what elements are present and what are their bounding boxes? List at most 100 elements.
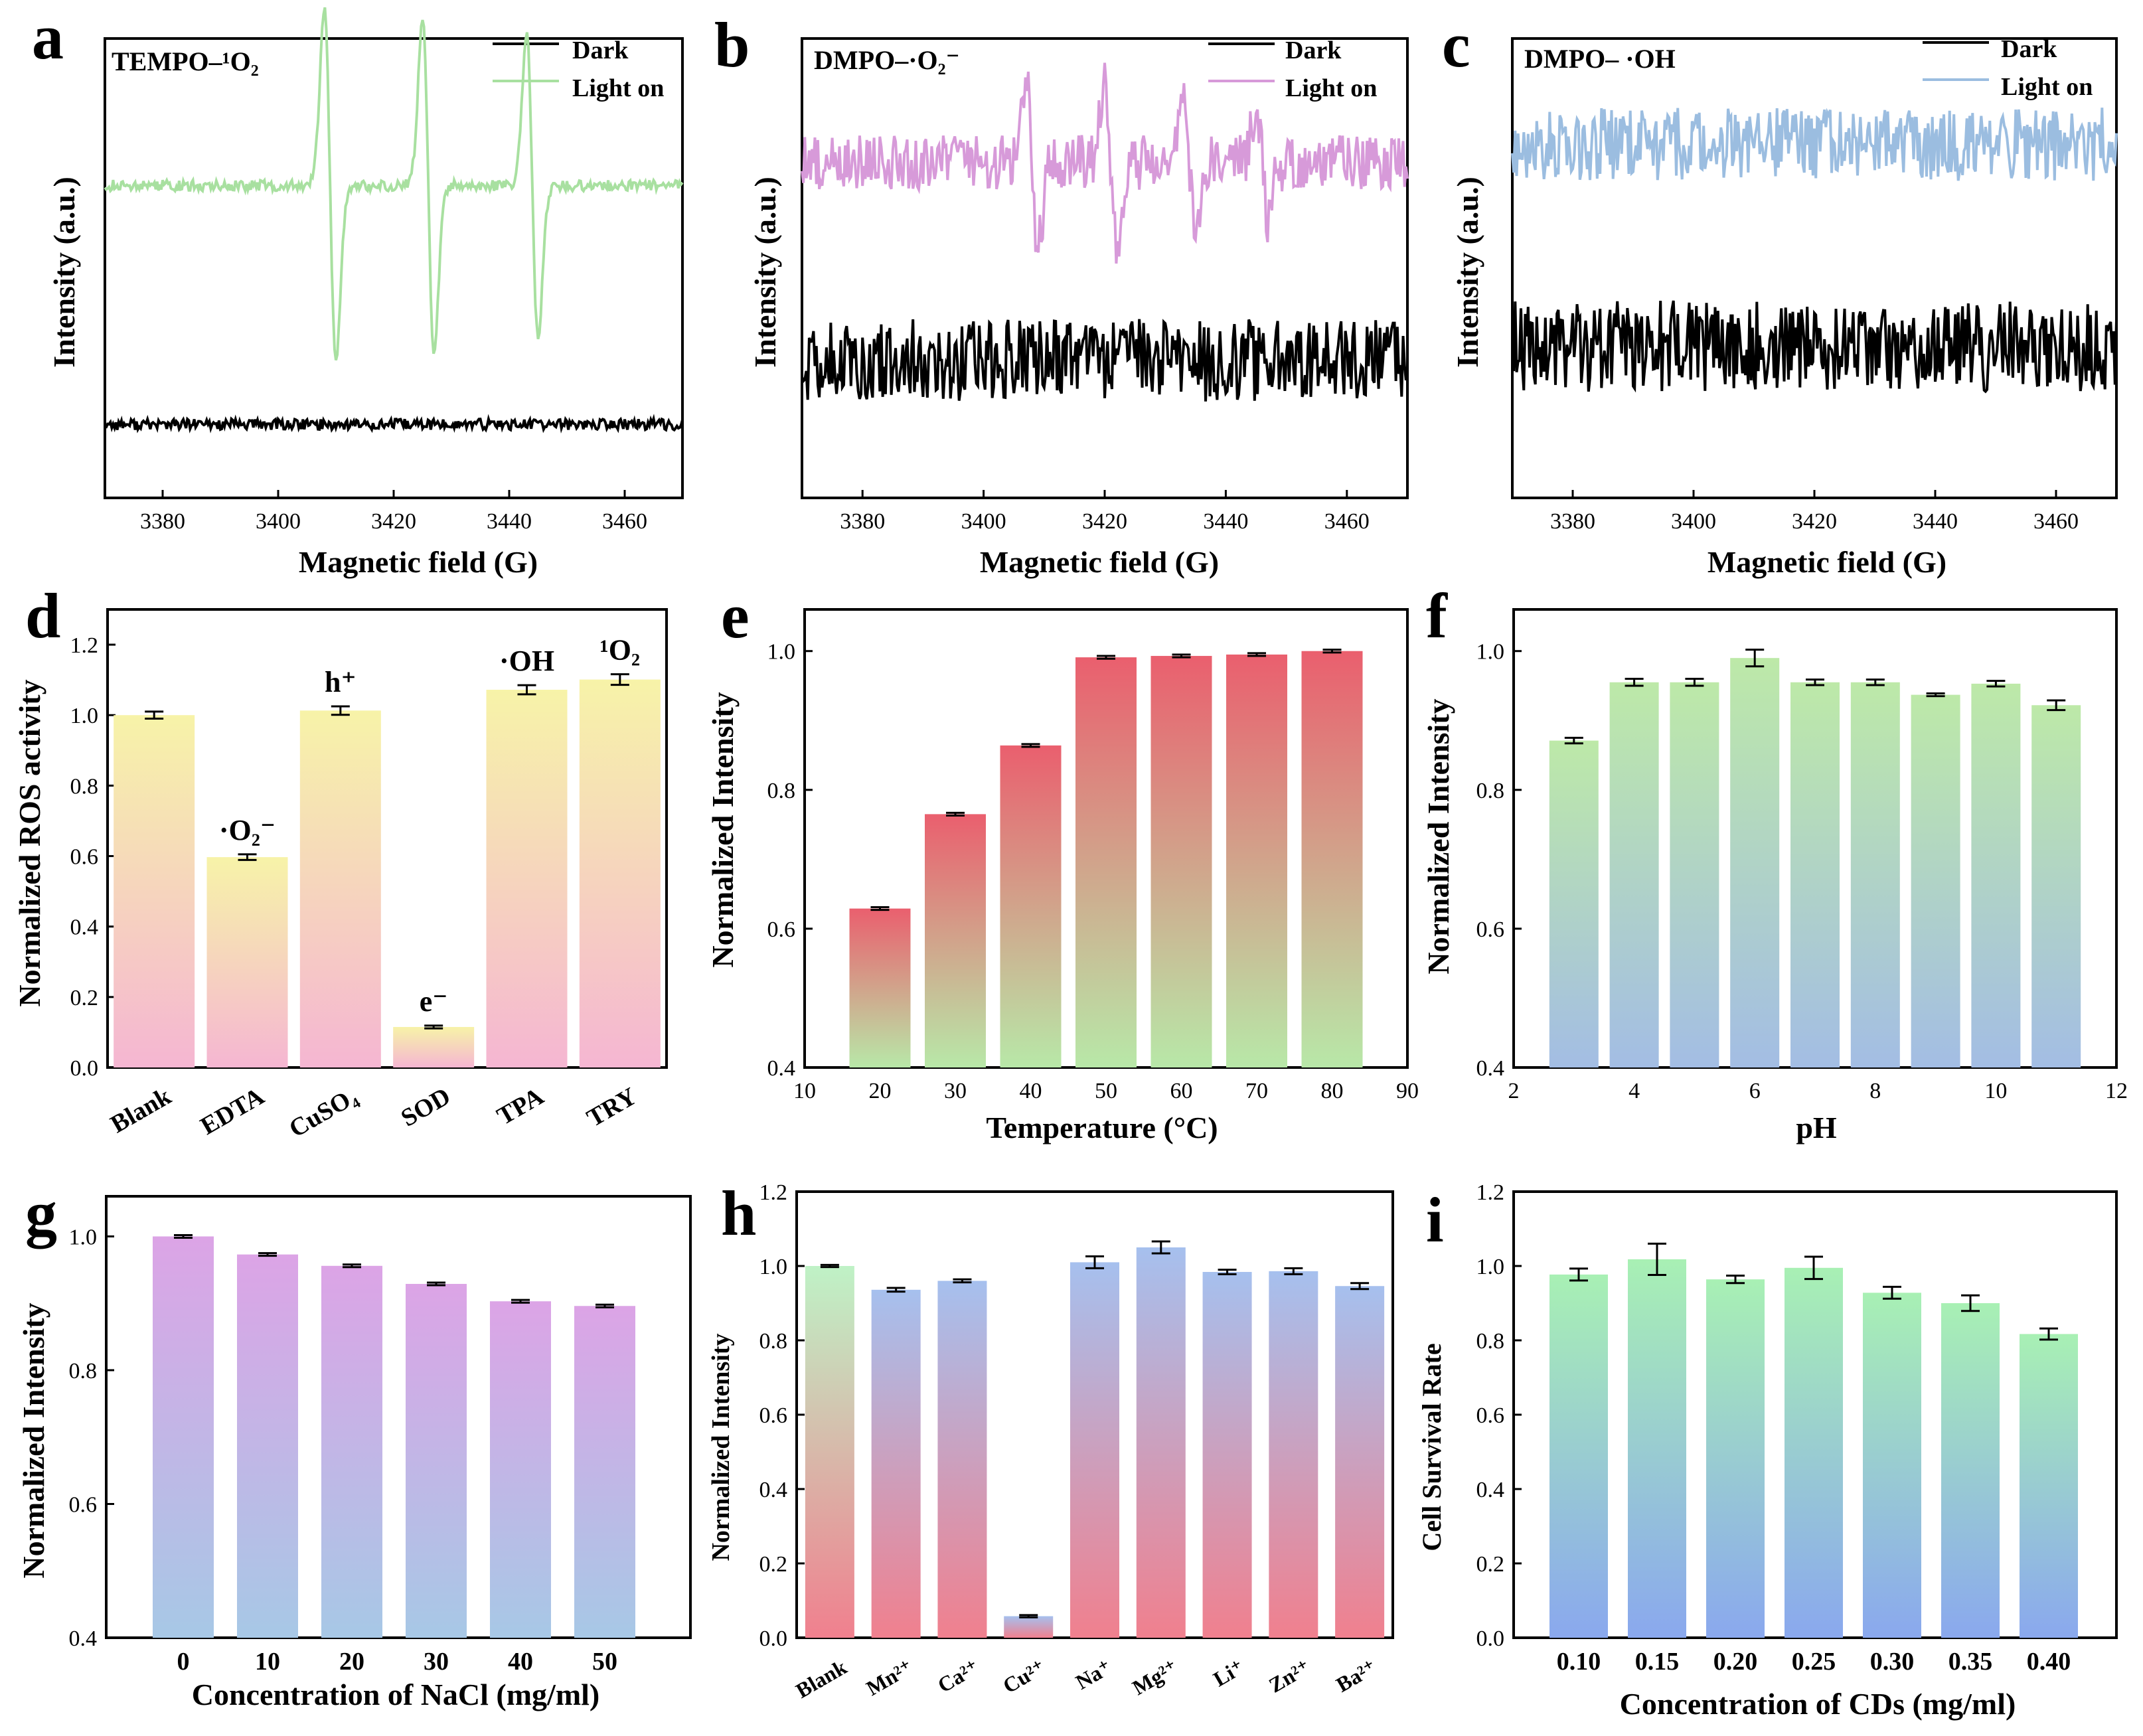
panel-h-bar xyxy=(1004,1616,1054,1638)
panel-h-category-label: Blank xyxy=(792,1655,851,1703)
panel-b-xlabel: Magnetic field (G) xyxy=(980,545,1219,579)
panel-h-category-label: Cu²⁺ xyxy=(998,1655,1049,1698)
panel-g-bar xyxy=(153,1236,214,1638)
panel-h-category-label: Na⁺ xyxy=(1072,1655,1115,1694)
panel-g-xlabel: Concentration of NaCl (mg/ml) xyxy=(192,1678,600,1711)
panel-g-category-label: 50 xyxy=(592,1648,617,1676)
panel-f-bar xyxy=(1609,682,1659,1067)
panel-label-h: h xyxy=(721,1178,756,1249)
panel-a-series-dark xyxy=(105,414,684,434)
panel-h-ylabel: Normalized Intensity xyxy=(707,1333,735,1561)
panel-h-category-label: Zn²⁺ xyxy=(1265,1655,1314,1697)
panel-i-bar xyxy=(1785,1267,1843,1638)
panel-c-title: DMPO– ·OH xyxy=(1524,44,1676,74)
panel-g-bar xyxy=(574,1306,635,1638)
panel-f-bar xyxy=(1549,740,1599,1067)
panel-h-ytick-label: 0.6 xyxy=(759,1403,788,1428)
panel-g-ytick-label: 0.6 xyxy=(69,1492,98,1517)
panel-f-xtick-label: 2 xyxy=(1508,1079,1520,1103)
panel-b-epr-superoxide: DMPO–·O₂⁻ Magnetic field (G) Intensity (… xyxy=(748,37,1409,579)
panel-h-ytick-label: 0.4 xyxy=(759,1478,788,1502)
panel-h-bar xyxy=(1202,1271,1252,1638)
panel-b-xtick-label: 3380 xyxy=(840,509,885,534)
panel-b-xtick-label: 3460 xyxy=(1324,509,1370,534)
panel-d-ylabel: Normalized ROS activity xyxy=(13,679,46,1006)
panel-e-ytick-label: 0.6 xyxy=(767,917,796,942)
panel-a-epr-tempo: TEMPO–¹O₂ Magnetic field (G) Intensity (… xyxy=(47,7,684,579)
panel-h-bar xyxy=(1269,1271,1318,1638)
panel-g-ytick-label: 0.4 xyxy=(69,1626,98,1651)
panel-b-xtick-label: 3400 xyxy=(961,509,1006,534)
panel-g-category-label: 10 xyxy=(255,1648,280,1676)
panel-e-xtick-label: 80 xyxy=(1321,1079,1344,1103)
panel-d-category-label: TRY xyxy=(582,1082,641,1133)
panel-e-temperature-bars: Temperature (°C) Normalized Intensity 0.… xyxy=(706,608,1419,1144)
panel-h-category-label: Li⁺ xyxy=(1209,1655,1248,1692)
panel-c-xtick-label: 3420 xyxy=(1792,509,1837,534)
panel-b-frame xyxy=(801,37,1409,499)
panel-e-xtick-label: 20 xyxy=(869,1079,892,1103)
panel-g-category-label: 0 xyxy=(177,1648,190,1676)
panel-d-bar xyxy=(114,715,195,1067)
panel-g-nacl-bars: Concentration of NaCl (mg/ml) Normalized… xyxy=(17,1195,692,1711)
panel-f-xtick-label: 4 xyxy=(1628,1079,1640,1103)
panel-label-d: d xyxy=(25,580,60,651)
panel-h-bar xyxy=(871,1289,921,1638)
panel-c-legend-light: Light on xyxy=(2001,73,2093,101)
panel-d-scavenger-bars: Normalized ROS activity 0.0 0.2 0.4 0.6 0.8 1… xyxy=(13,608,668,1143)
panel-h-bar xyxy=(1335,1286,1385,1638)
panel-e-bar xyxy=(1301,651,1363,1067)
panel-g-bar xyxy=(237,1254,298,1638)
panel-label-i: i xyxy=(1426,1184,1444,1255)
panel-i-cell-survival-bars: Concentration of CDs (mg/ml) Cell Surviv… xyxy=(1417,1180,2118,1721)
panel-i-category-label: 0.30 xyxy=(1870,1648,1915,1676)
panel-label-e: e xyxy=(721,580,750,651)
panel-i-ytick-label: 0.8 xyxy=(1476,1329,1505,1354)
panel-d-annotation: ·O₂⁻ xyxy=(219,814,276,846)
panel-b-xtick-label: 3440 xyxy=(1203,509,1248,534)
panel-f-xtick-label: 12 xyxy=(2105,1079,2128,1103)
panel-label-g: g xyxy=(25,1178,57,1249)
panel-b-title: DMPO–·O₂⁻ xyxy=(814,45,960,75)
panel-c-series-dark xyxy=(1511,300,2118,394)
panel-label-c: c xyxy=(1442,9,1470,80)
panel-e-xtick-label: 60 xyxy=(1170,1079,1193,1103)
panel-i-bar xyxy=(1941,1303,2000,1638)
panel-h-bar xyxy=(937,1281,987,1638)
panel-g-ylabel: Normalized Intensity xyxy=(17,1302,50,1578)
panel-f-bar xyxy=(1850,682,1900,1067)
panel-d-bar xyxy=(579,679,661,1067)
panel-i-bar xyxy=(1706,1279,1765,1638)
panel-i-bar xyxy=(2020,1334,2078,1638)
panel-a-xtick-label: 3420 xyxy=(371,509,416,534)
panel-c-frame xyxy=(1511,37,2118,499)
panel-c-ylabel: Intensity (a.u.) xyxy=(1451,177,1484,368)
panel-label-a: a xyxy=(32,1,64,72)
panel-e-bar xyxy=(1151,656,1212,1067)
panel-a-series-light xyxy=(104,7,684,360)
panel-d-category-label: CuSO₄ xyxy=(284,1082,362,1143)
panel-i-ytick-label: 0.4 xyxy=(1476,1478,1505,1502)
panel-g-frame xyxy=(105,1195,692,1639)
panel-d-bar xyxy=(393,1026,475,1067)
panel-f-bar xyxy=(1670,682,1719,1067)
panel-d-ytick-label: 0.8 xyxy=(70,774,99,799)
panel-b-xtick-label: 3420 xyxy=(1082,509,1127,534)
panel-e-xlabel: Temperature (°C) xyxy=(986,1111,1218,1144)
panel-h-category-label: Ca²⁺ xyxy=(933,1655,983,1697)
panel-a-legend-dark: Dark xyxy=(572,37,629,64)
panel-g-category-label: 30 xyxy=(424,1648,449,1676)
panel-e-bar xyxy=(1075,657,1137,1067)
panel-d-category-label: SOD xyxy=(396,1082,455,1132)
panel-h-ytick-label: 0.0 xyxy=(759,1626,788,1651)
panel-f-ytick-label: 0.8 xyxy=(1476,779,1505,803)
panel-f-xtick-label: 8 xyxy=(1869,1079,1881,1103)
panel-a-xtick-label: 3400 xyxy=(256,509,301,534)
panel-c-series-light xyxy=(1511,108,2118,181)
panel-h-ytick-label: 0.8 xyxy=(759,1329,788,1354)
panel-a-legend-light: Light on xyxy=(572,74,664,102)
panel-e-xtick-label: 70 xyxy=(1245,1079,1268,1103)
panel-c-xlabel: Magnetic field (G) xyxy=(1707,545,1946,579)
panel-h-bar xyxy=(1136,1247,1186,1638)
panel-f-bar xyxy=(1911,694,1960,1067)
